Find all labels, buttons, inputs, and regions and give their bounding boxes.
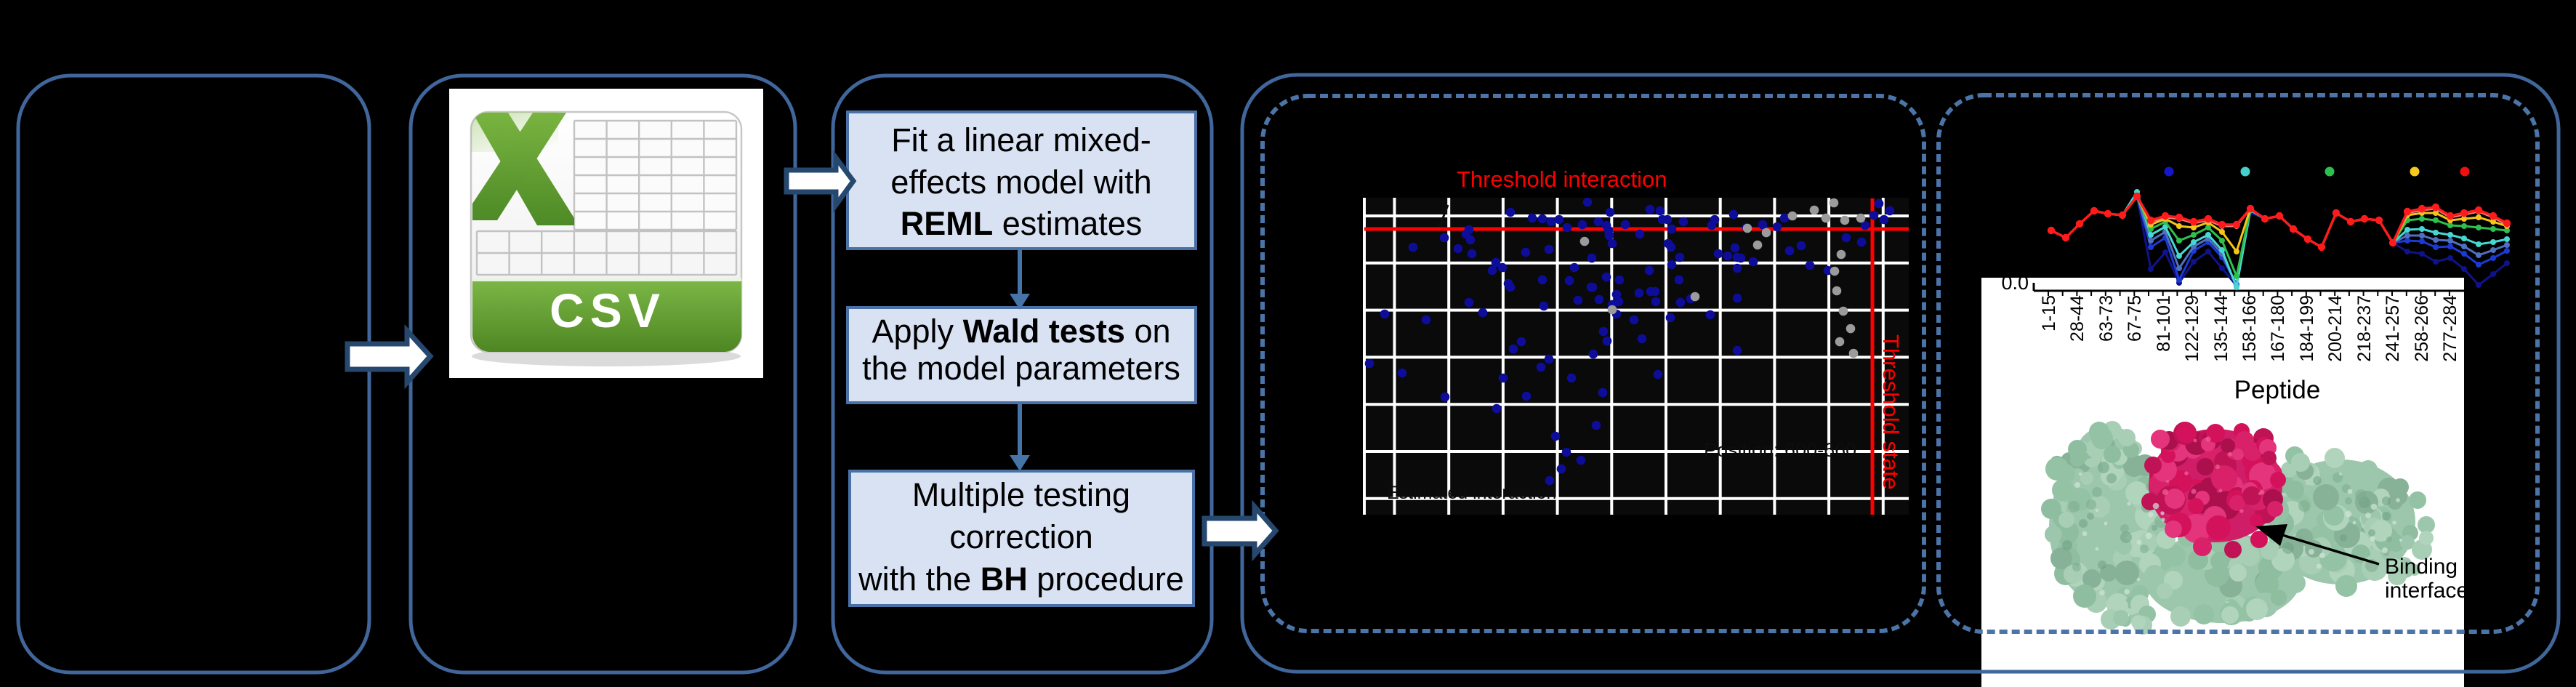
svg-text:the model parameters: the model parameters	[862, 350, 1180, 387]
svg-text:277-284: 277-284	[2440, 295, 2460, 362]
svg-text:REML estimates: REML estimates	[901, 205, 1143, 242]
svg-text:67-75: 67-75	[2125, 295, 2145, 342]
svg-text:Binding: Binding	[2385, 555, 2458, 579]
svg-text:158-166: 158-166	[2239, 295, 2260, 362]
svg-text:122-129: 122-129	[2182, 295, 2202, 362]
svg-text:Apply Wald tests on: Apply Wald tests on	[872, 313, 1170, 350]
svg-text:Multiple testing: Multiple testing	[912, 476, 1130, 513]
svg-text:184-199: 184-199	[2297, 295, 2317, 362]
svg-text:Threshold interaction: Threshold interaction	[1457, 166, 1667, 192]
svg-text:correction: correction	[949, 518, 1093, 555]
svg-text:Fit a linear mixed-: Fit a linear mixed-	[891, 121, 1151, 158]
svg-text:258-266: 258-266	[2412, 295, 2432, 362]
svg-text:CSV: CSV	[550, 284, 666, 337]
svg-text:effects model with: effects model with	[890, 164, 1151, 201]
svg-text:63-73: 63-73	[2096, 295, 2117, 342]
svg-text:Estimated interaction: Estimated interaction	[1387, 483, 1556, 503]
svg-text:135-144: 135-144	[2211, 295, 2231, 362]
svg-text:200-214: 200-214	[2325, 295, 2346, 362]
svg-text:241-257: 241-257	[2383, 295, 2403, 362]
svg-text:81-101: 81-101	[2154, 295, 2174, 352]
svg-text:Position: 600-660: Position: 600-660	[1704, 439, 1856, 461]
svg-text:interface: interface	[2385, 579, 2468, 603]
svg-text:0.0: 0.0	[2001, 272, 2029, 294]
svg-text:218-237: 218-237	[2354, 295, 2375, 362]
svg-text:Peptide: Peptide	[2234, 376, 2321, 404]
svg-text:Threshold state: Threshold state	[1878, 334, 1904, 490]
svg-text:with the BH procedure: with the BH procedure	[858, 561, 1184, 598]
svg-text:28-44: 28-44	[2067, 295, 2088, 342]
svg-text:1-15: 1-15	[2039, 295, 2059, 332]
svg-text:167-180: 167-180	[2268, 295, 2288, 362]
